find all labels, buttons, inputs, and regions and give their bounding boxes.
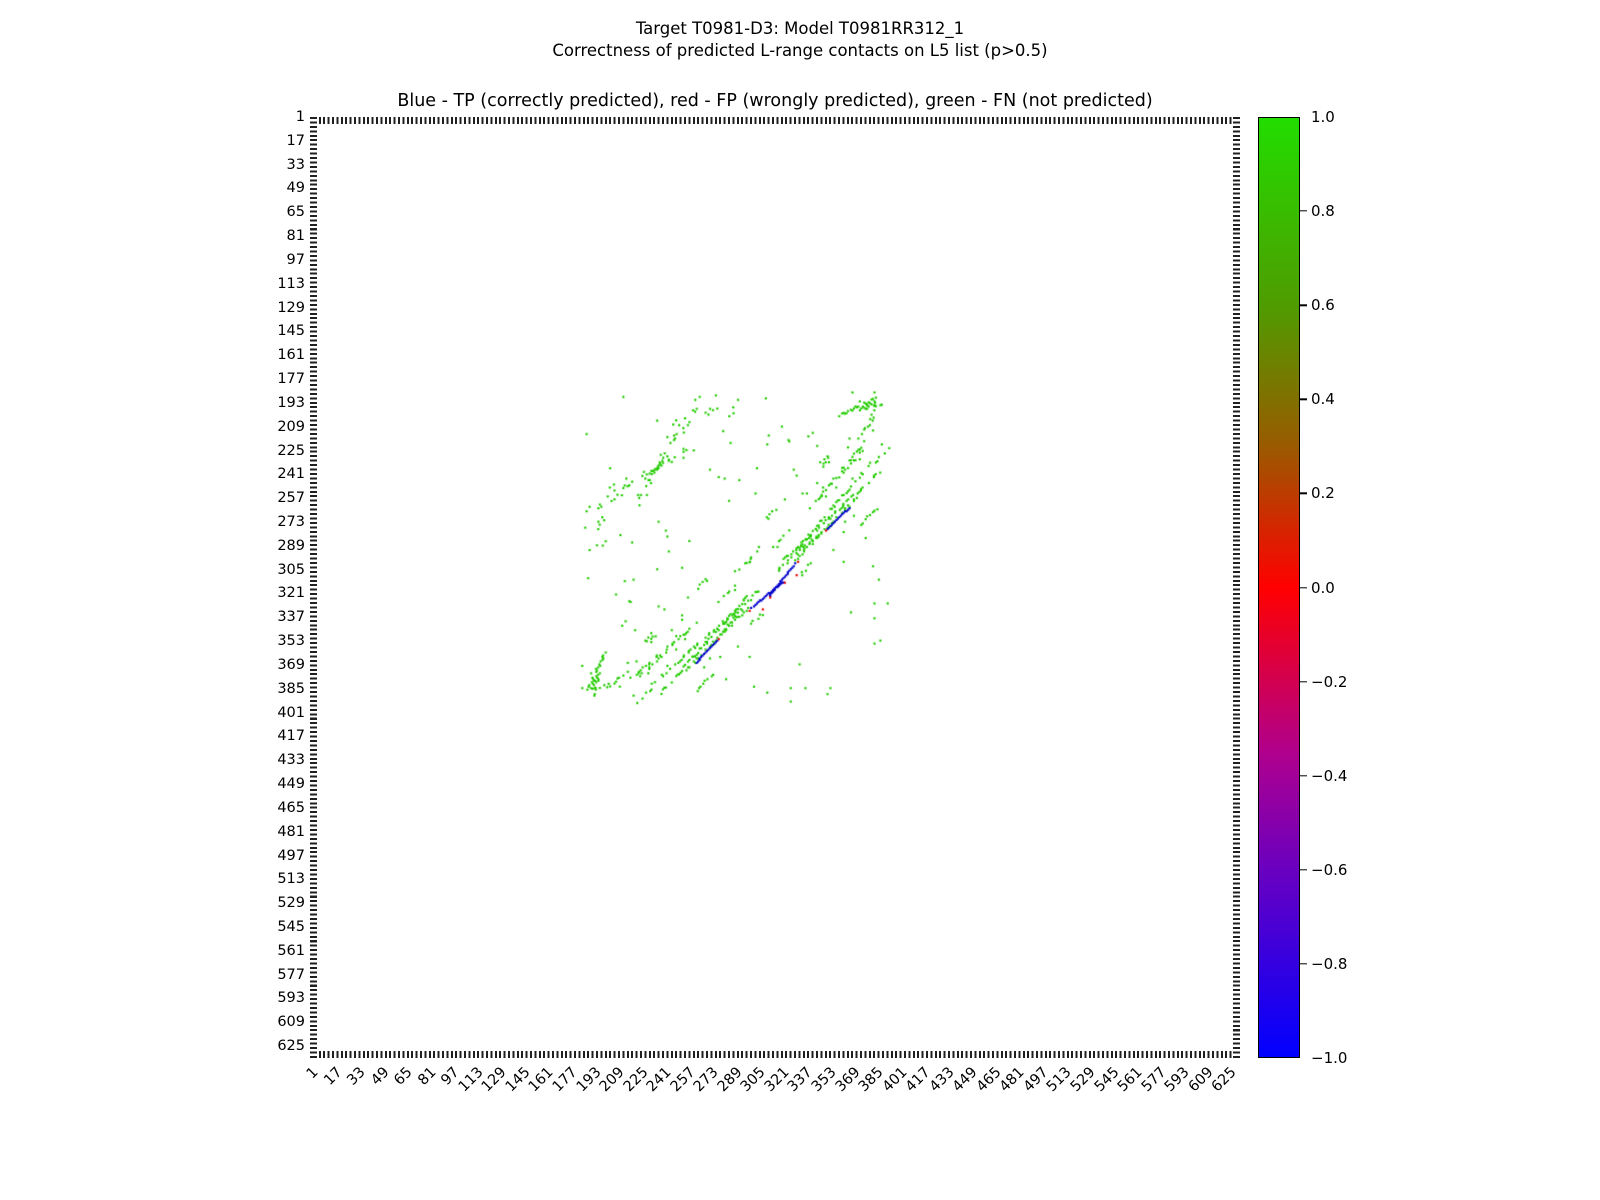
y-tick-label: 609 xyxy=(277,1014,305,1031)
colorbar xyxy=(1258,117,1300,1058)
y-tick-label: 97 xyxy=(286,251,305,268)
y-tick-label: 593 xyxy=(277,990,305,1007)
x-tick-label: 17 xyxy=(320,1064,346,1089)
y-tick-label: 273 xyxy=(277,513,305,530)
y-tick-label: 65 xyxy=(286,204,305,221)
x-tick-label: 1 xyxy=(303,1064,322,1083)
y-tick-label: 225 xyxy=(277,442,305,459)
y-tick-label: 209 xyxy=(277,418,305,435)
y-tick-label: 33 xyxy=(286,156,305,173)
y-tick-label: 561 xyxy=(277,942,305,959)
colorbar-tick-label: 1.0 xyxy=(1311,108,1335,126)
y-tick-label: 529 xyxy=(277,895,305,912)
y-tick-label: 17 xyxy=(286,132,305,149)
colorbar-tick-label: −1.0 xyxy=(1311,1049,1348,1067)
y-tick-label: 545 xyxy=(277,918,305,935)
y-tick-label: 433 xyxy=(277,752,305,769)
y-tick-label: 417 xyxy=(277,728,305,745)
colorbar-tick-mark xyxy=(1300,774,1307,777)
y-tick-label: 337 xyxy=(277,609,305,626)
colorbar-tick-mark xyxy=(1300,492,1307,495)
x-tick-label: 49 xyxy=(367,1064,393,1089)
colorbar-tick-mark xyxy=(1300,304,1307,306)
contact-map-canvas xyxy=(311,118,1239,1057)
colorbar-tick-label: −0.4 xyxy=(1311,766,1348,785)
colorbar-tick-label: −0.6 xyxy=(1311,860,1348,879)
colorbar-tick-mark xyxy=(1300,869,1307,871)
colorbar-tick-mark xyxy=(1300,680,1307,683)
x-tick-label: 33 xyxy=(344,1064,369,1089)
y-tick-label: 241 xyxy=(277,466,305,483)
color-legend-text: Blue - TP (correctly predicted), red - F… xyxy=(397,91,1153,111)
x-tick-label: 65 xyxy=(391,1064,416,1089)
y-tick-label: 289 xyxy=(277,537,305,554)
colorbar-tick-mark xyxy=(1300,210,1307,212)
y-tick-label: 193 xyxy=(277,394,305,411)
contact-map-plot-area xyxy=(310,117,1240,1058)
y-tick-label: 113 xyxy=(277,275,305,292)
y-tick-label: 465 xyxy=(277,799,305,816)
y-tick-label: 49 xyxy=(286,180,305,197)
colorbar-tick-label: −0.8 xyxy=(1311,954,1348,973)
y-tick-label: 305 xyxy=(277,561,305,578)
colorbar-tick-label: 0.2 xyxy=(1311,484,1335,503)
y-tick-label: 497 xyxy=(277,847,305,864)
y-tick-label: 1 xyxy=(295,109,305,125)
y-tick-label: 369 xyxy=(277,656,305,673)
colorbar-tick-mark xyxy=(1300,963,1307,965)
chart-title-block: Target T0981-D3: Model T0981RR312_1 Corr… xyxy=(0,18,1600,62)
y-tick-label: 353 xyxy=(277,633,305,650)
title-line-2: Correctness of predicted L-range contact… xyxy=(552,41,1048,60)
y-tick-label: 81 xyxy=(286,228,305,245)
y-tick-label: 161 xyxy=(277,347,305,364)
colorbar-tick-label: 0.0 xyxy=(1311,578,1335,597)
y-tick-label: 129 xyxy=(277,299,305,316)
colorbar-tick-label: −0.2 xyxy=(1311,672,1348,691)
colorbar-tick-label: 0.4 xyxy=(1311,390,1335,409)
colorbar-tick-mark xyxy=(1300,398,1307,400)
y-tick-label: 481 xyxy=(277,823,305,840)
title-line-1: Target T0981-D3: Model T0981RR312_1 xyxy=(635,19,965,38)
x-tick-label: 81 xyxy=(415,1064,440,1089)
y-tick-label: 513 xyxy=(277,871,305,888)
y-tick-label: 385 xyxy=(277,680,305,697)
y-tick-label: 177 xyxy=(277,371,305,388)
y-tick-label: 577 xyxy=(277,966,305,983)
colorbar-tick-mark xyxy=(1300,586,1307,589)
y-tick-label: 145 xyxy=(277,323,305,340)
y-tick-label: 625 xyxy=(277,1038,305,1055)
colorbar-tick-label: 0.6 xyxy=(1311,296,1335,315)
y-tick-label: 257 xyxy=(277,490,305,507)
y-tick-label: 401 xyxy=(277,704,305,721)
y-tick-label: 449 xyxy=(277,776,305,793)
y-tick-label: 321 xyxy=(277,585,305,602)
colorbar-gradient xyxy=(1259,118,1299,1057)
x-tick-label: 625 xyxy=(1208,1064,1240,1096)
colorbar-tick-label: 0.8 xyxy=(1311,202,1335,221)
